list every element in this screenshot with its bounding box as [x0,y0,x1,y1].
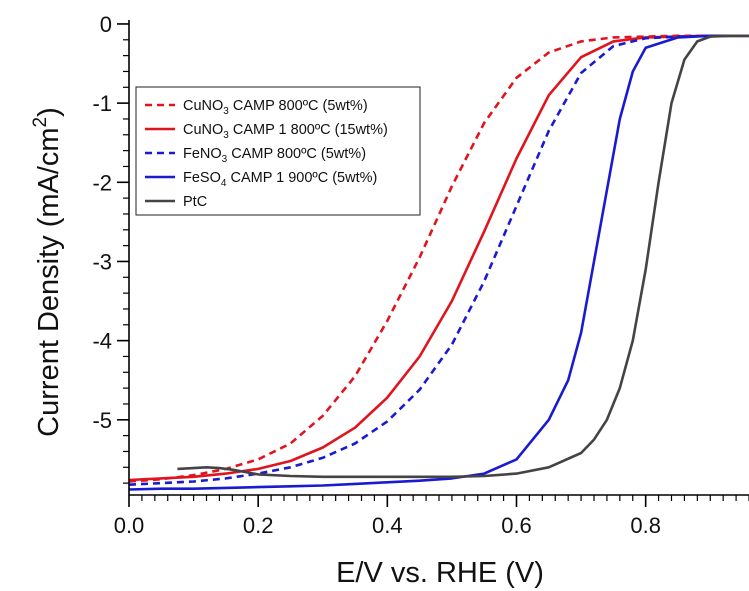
x-tick-label: 0.4 [372,513,403,538]
legend: CuNO3 CAMP 800ºC (5wt%) CuNO3 CAMP 1 800º… [135,86,421,216]
y-axis-title-close: ) [33,107,65,117]
x-tick-label: 0.6 [501,513,532,538]
x-tick-label: 0.8 [630,513,661,538]
y-axis-title-sup: 2 [30,117,51,128]
legend-label: CuNO3 CAMP 800ºC (5wt%) [183,98,368,117]
series-line-3 [128,34,749,486]
y-tick-label: -1 [92,91,112,116]
series-line-2 [128,34,749,482]
x-tick-label: 0.2 [243,513,274,538]
legend-label: FeSO4 CAMP 1 900ºC (5wt%) [183,170,377,189]
y-tick-label: -5 [92,408,112,433]
legend-label: PtC [183,194,207,210]
legend-label: CuNO3 CAMP 1 800ºC (15wt%) [183,122,388,141]
y-tick-label: -4 [92,329,112,354]
series-line-1 [128,34,749,483]
y-tick-label: 0 [100,12,112,37]
legend-box [135,86,421,216]
x-axis-title: E/V vs. RHE (V) [336,557,544,589]
series-line-5 [177,34,749,479]
axes-layer: 0.0 0.2 0.4 0.6 0.8 0 -1 -2 -3 -4 -5 [92,12,749,538]
series-layer [128,34,749,491]
y-axis-title-main: Current Density (mA/cm [33,127,65,436]
legend-label: FeNO3 CAMP 800ºC (5wt%) [183,146,366,165]
series-line-4 [128,34,749,491]
y-tick-label: -3 [92,249,112,274]
x-tick-label: 0.0 [114,513,145,538]
y-tick-label: -2 [92,170,112,195]
y-axis-title: Current Density (mA/cm2) [30,107,65,437]
